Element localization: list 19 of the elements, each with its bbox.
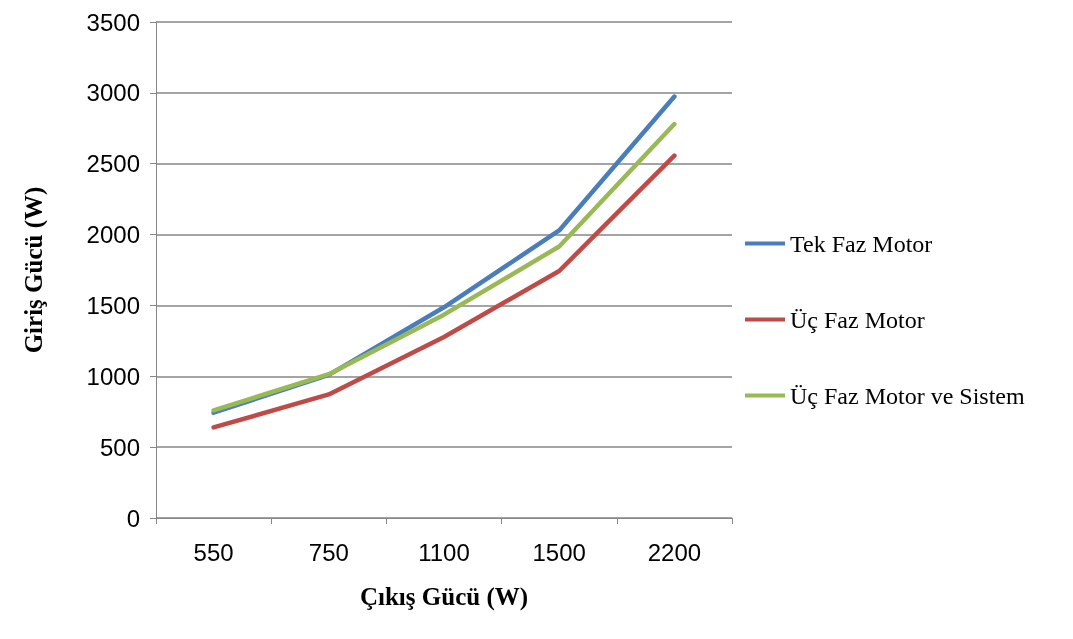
- x-axis-title: Çıkış Gücü (W): [359, 583, 529, 611]
- y-tick-label: 3000: [86, 79, 140, 107]
- y-tick-label: 2000: [86, 221, 140, 249]
- y-tick-label: 1000: [86, 362, 140, 390]
- legend-label: Tek Faz Motor: [790, 230, 933, 257]
- x-tick-label: 750: [308, 538, 349, 566]
- line-series: [211, 153, 677, 430]
- y-tick-label: 0: [126, 504, 140, 532]
- legend-label: Üç Faz Motor ve Sistem: [790, 382, 1025, 409]
- x-tick-label: 2200: [647, 538, 702, 566]
- y-tick-label: 1500: [86, 291, 140, 319]
- x-tick-label: 550: [193, 538, 234, 566]
- y-axis-title: Giriş Gücü (W): [20, 186, 48, 354]
- x-tick-label: 1500: [532, 538, 586, 566]
- y-tick-label: 3500: [86, 8, 140, 36]
- y-tick-label: 500: [99, 433, 140, 461]
- y-tick-label: 2500: [86, 150, 140, 178]
- x-tick-label: 1100: [418, 538, 470, 566]
- legend-label: Üç Faz Motor: [790, 306, 925, 333]
